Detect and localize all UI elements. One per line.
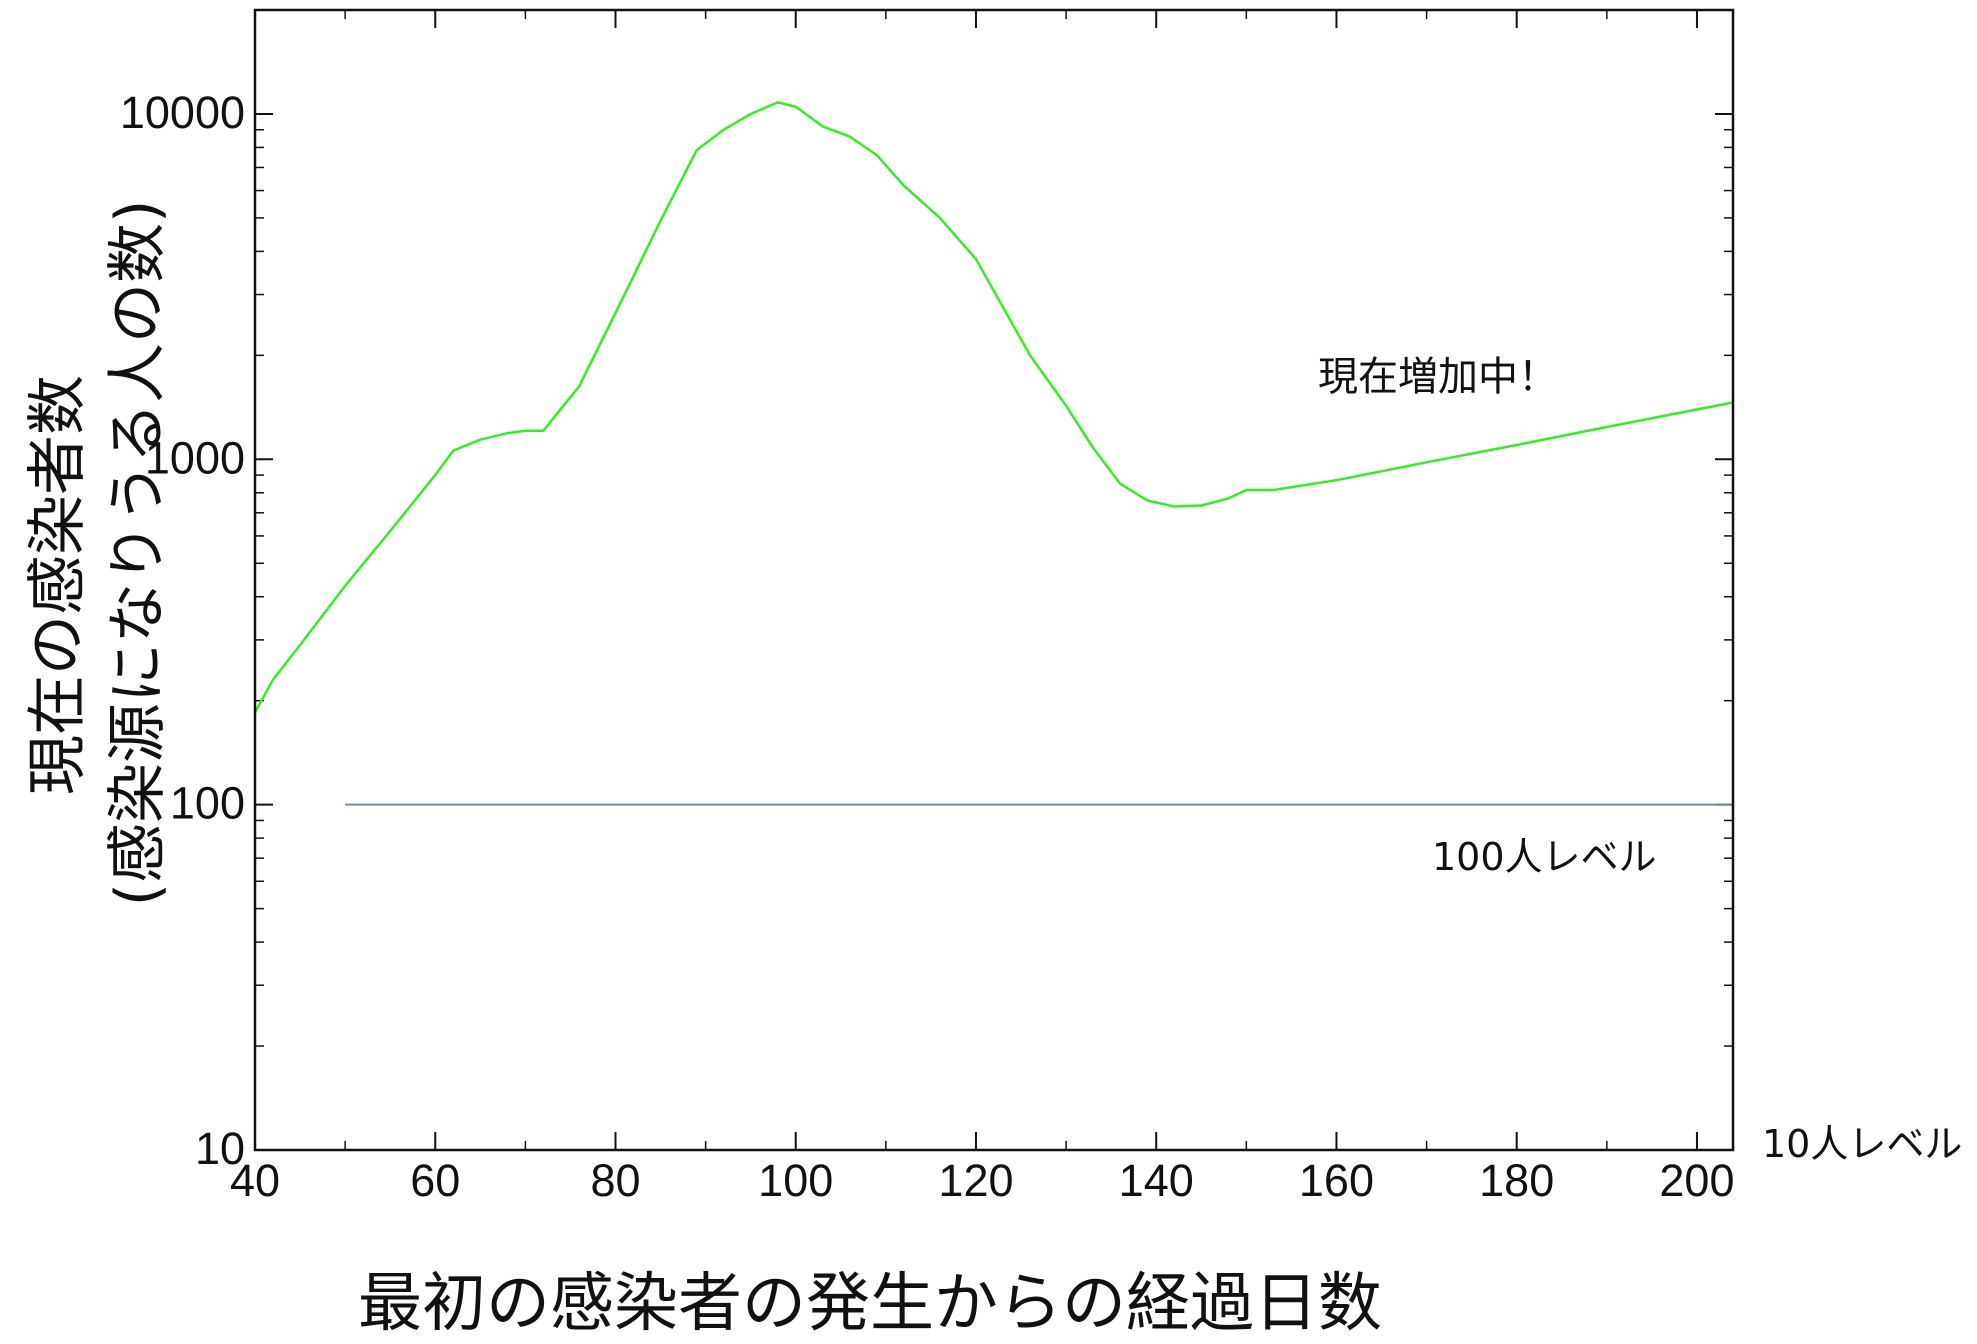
- x-tick-label: 60: [410, 1155, 460, 1206]
- y-axis-label: 現在の感染者数: [23, 375, 93, 795]
- series-group: [253, 101, 1734, 714]
- x-axis-label: 最初の感染者の発生からの経過日数: [358, 1267, 1382, 1341]
- y-tick-label: 10: [195, 1123, 245, 1174]
- plot-frame: [253, 8, 1735, 1152]
- y-axis-sublabel: (感染源になりうる人の数): [103, 200, 173, 907]
- y-tick-label: 100: [170, 778, 245, 829]
- x-tick-label: 200: [1659, 1155, 1734, 1206]
- x-tick-label: 180: [1479, 1155, 1554, 1206]
- reference-line-100-label: 100人レベル: [1432, 835, 1657, 879]
- reference-line-10-label: 10人レベル: [1762, 1122, 1962, 1166]
- y-tick-label: 10000: [120, 87, 245, 138]
- x-tick-label: 80: [590, 1155, 640, 1206]
- x-tick-label: 100: [758, 1155, 833, 1206]
- axis-ticks: [254, 9, 1733, 1151]
- x-tick-label: 40: [230, 1155, 280, 1206]
- x-tick-label: 120: [938, 1155, 1013, 1206]
- tick-labels: 40 60 80 100 120 140 160 180 200 10 100 1000 10000: [120, 87, 1735, 1206]
- series-line: [253, 101, 1734, 714]
- y-tick-label: 1000: [145, 432, 245, 483]
- x-tick-label: 160: [1299, 1155, 1374, 1206]
- annotation-currently-increasing: 現在増加中！: [1318, 354, 1558, 400]
- x-tick-label: 140: [1119, 1155, 1194, 1206]
